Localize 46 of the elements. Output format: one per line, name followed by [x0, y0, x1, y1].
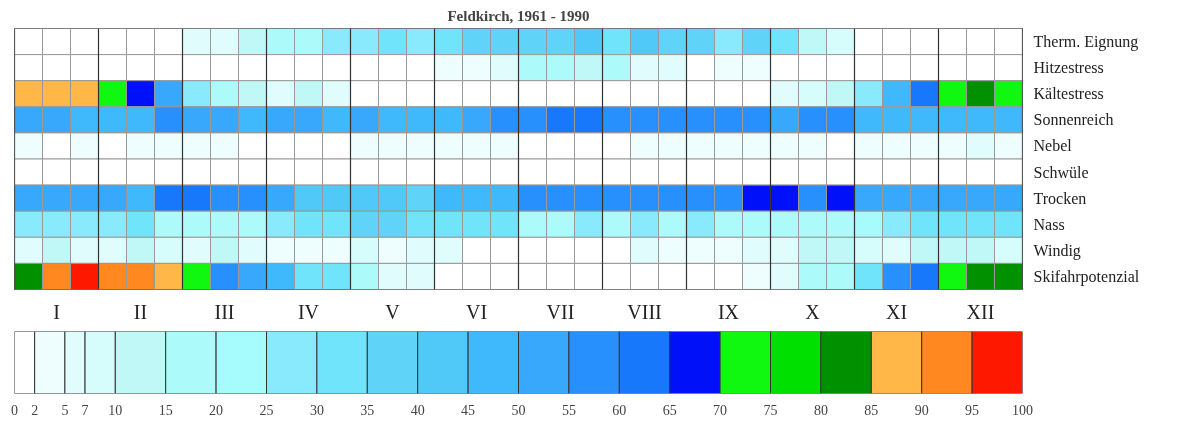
y-tick-label: Hitzestress — [1033, 59, 1104, 77]
x-tick-label: VIII — [627, 300, 662, 323]
x-tick-label: I — [53, 300, 60, 323]
x-tick-label: III — [214, 300, 235, 323]
color-bar-label: 95 — [965, 402, 980, 418]
color-bar-label: 50 — [511, 402, 526, 418]
color-bar-label: 100 — [1012, 402, 1033, 418]
x-tick-label: IV — [297, 300, 320, 323]
color-bar-label: 10 — [108, 402, 123, 418]
color-bar-label: 40 — [410, 402, 425, 418]
color-bar-label: 30 — [309, 402, 324, 418]
y-tick-label: Skifahrpotenzial — [1033, 267, 1140, 286]
y-tick-label: Schwüle — [1033, 163, 1089, 181]
y-tick-label: Nebel — [1033, 137, 1073, 155]
x-tick-label: IX — [717, 300, 740, 323]
color-bar-label: 15 — [158, 402, 173, 418]
color-bar-label: 75 — [763, 402, 778, 418]
color-bar-label: 60 — [612, 402, 627, 418]
y-tick-label: Kältestress — [1033, 85, 1104, 103]
color-bar-label: 7 — [81, 402, 89, 418]
color-bar-label: 90 — [914, 402, 929, 418]
color-bar-label: 70 — [713, 402, 728, 418]
x-tick-label: XI — [885, 300, 908, 323]
color-bar-label: 0 — [11, 402, 18, 418]
y-tick-label: Trocken — [1033, 189, 1087, 207]
color-bar-label: 45 — [461, 402, 476, 418]
color-bar-label: 25 — [259, 402, 274, 418]
color-bar-label: 85 — [864, 402, 879, 418]
y-tick-label: Sonnenreich — [1033, 111, 1114, 129]
chart-title: Feldkirch, 1961 - 1990 — [447, 7, 590, 24]
x-tick-label: VII — [546, 300, 575, 323]
color-bar-label: 20 — [209, 402, 224, 418]
color-bar-label: 80 — [813, 402, 828, 418]
x-tick-label: II — [133, 300, 148, 323]
y-tick-label: Therm. Eignung — [1033, 33, 1139, 52]
color-bar-label: 2 — [31, 402, 39, 418]
x-tick-label: X — [805, 300, 821, 323]
x-tick-label: V — [385, 300, 401, 323]
color-bar-label: 35 — [360, 402, 375, 418]
color-bar-label: 65 — [662, 402, 677, 418]
x-tick-label: VI — [465, 300, 488, 323]
color-bar-label: 5 — [61, 402, 69, 418]
y-tick-label: Nass — [1033, 215, 1065, 233]
color-bar-label: 55 — [561, 402, 576, 418]
x-tick-label: XII — [966, 300, 995, 323]
y-tick-label: Windig — [1033, 241, 1081, 260]
